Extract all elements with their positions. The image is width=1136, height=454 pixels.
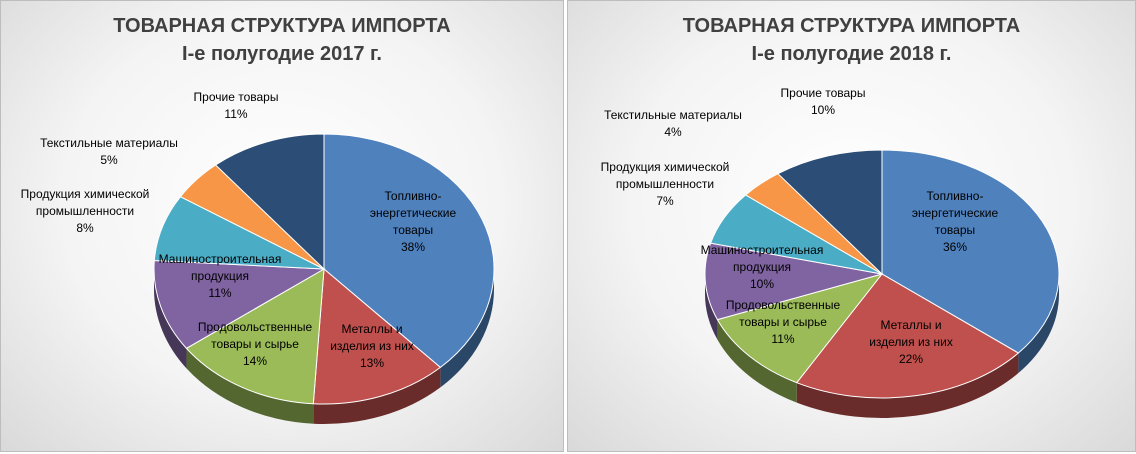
- pie-data-label-line: Машиностроительная: [159, 252, 282, 266]
- pie-data-label: Продукция химической промышленности 7%: [601, 160, 730, 208]
- pie-slice-side: [796, 353, 1019, 418]
- pie-data-label: Металлы и изделия из них 13%: [330, 322, 414, 370]
- pie-slice[interactable]: [777, 149, 883, 276]
- pie-data-label-line: 5%: [100, 153, 118, 167]
- pie-data-label-line: Текстильные материалы: [604, 108, 742, 122]
- pie-data-label-line: 7%: [656, 194, 674, 208]
- pie-data-label-line: 36%: [943, 240, 967, 254]
- pie-data-label-line: изделия из них: [330, 339, 414, 353]
- pie-data-label-line: Топливно-: [927, 189, 984, 203]
- chart-panel-2018: ТОВАРНАЯ СТРУКТУРА ИМПОРТА I-е полугодие…: [567, 0, 1136, 452]
- chart-title: ТОВАРНАЯ СТРУКТУРА ИМПОРТА: [113, 15, 451, 37]
- pie-data-label-line: 11%: [771, 332, 794, 346]
- pie-data-label: Прочие товары 10%: [781, 86, 866, 117]
- pie-slice[interactable]: [214, 133, 325, 271]
- pie-data-label-line: промышленности: [616, 177, 714, 191]
- pie-data-label-line: 14%: [243, 354, 267, 368]
- pie-data-label-line: 8%: [76, 221, 94, 235]
- pie-data-label-line: Машиностроительная: [701, 243, 824, 257]
- pie-slice[interactable]: [881, 149, 1060, 354]
- pie-slice[interactable]: [185, 268, 325, 405]
- pie-data-label-line: 38%: [401, 240, 425, 254]
- pie-data-label-line: 11%: [208, 286, 231, 300]
- pie-slice[interactable]: [153, 259, 326, 349]
- pie-data-label: Машиностроительная продукция 11%: [159, 252, 282, 300]
- pie-data-label-line: продукция: [733, 260, 791, 274]
- pie-data-labels: Топливно-энергетические товары 38% Металлы …: [21, 90, 457, 370]
- pie-data-label: Продовольственные товары и сырье 11%: [726, 298, 841, 346]
- pie-slice-side: [313, 367, 441, 424]
- pie-slice[interactable]: [312, 267, 442, 405]
- pie-data-label-line: Продовольственные: [726, 298, 841, 312]
- pie-data-label: Текстильные материалы 5%: [40, 136, 178, 167]
- pie-data-label: Топливно-энергетические товары 38%: [370, 189, 457, 254]
- pie-top: [153, 133, 495, 405]
- pie-data-label-line: энергетические: [370, 206, 457, 220]
- pie-slice-side: [186, 348, 314, 424]
- pie-data-label: Металлы и изделия из них 22%: [869, 318, 953, 366]
- pie-data-label-line: энергетические: [912, 206, 999, 220]
- pie-data-label-line: изделия из них: [869, 335, 953, 349]
- pie-data-label-line: товары: [935, 223, 975, 237]
- pie-slice-side: [717, 319, 797, 403]
- pie-data-label-line: Металлы и: [341, 322, 402, 336]
- pie-data-label: Продукция химической промышленности 8%: [21, 187, 150, 235]
- pie-data-label-line: Продукция химической: [21, 187, 150, 201]
- pie-top: [704, 149, 1060, 399]
- pie-slice[interactable]: [704, 242, 883, 321]
- pie-data-label-line: 22%: [899, 352, 923, 366]
- pie-data-labels: Топливно-энергетические товары 36% Металлы …: [601, 86, 999, 366]
- pie-slice[interactable]: [323, 133, 495, 369]
- pie-slice-side: [1018, 274, 1059, 374]
- pie-data-label-line: 13%: [360, 356, 384, 370]
- pie-data-label-line: Металлы и: [880, 318, 941, 332]
- pie-data-label-line: 10%: [750, 277, 774, 291]
- chart-panel-2017: ТОВАРНАЯ СТРУКТУРА ИМПОРТА I-е полугодие…: [0, 0, 564, 452]
- pie-data-label-line: товары: [393, 223, 433, 237]
- pie-data-label: Текстильные материалы 4%: [604, 108, 742, 139]
- pie-data-label-line: 4%: [664, 125, 682, 139]
- pie-data-label-line: 11%: [224, 107, 247, 121]
- chart-title: ТОВАРНАЯ СТРУКТУРА ИМПОРТА: [682, 15, 1021, 37]
- pie-data-label-line: Текстильные материалы: [40, 136, 178, 150]
- pie-data-label: Машиностроительная продукция 10%: [701, 243, 824, 291]
- pie-data-label: Продовольственные товары и сырье 14%: [198, 320, 313, 368]
- pie-chart-2018: Топливно-энергетические товары 36% Металлы …: [601, 86, 1060, 418]
- pie-data-label: Топливно-энергетические товары 36%: [912, 189, 999, 254]
- pie-data-label-line: товары и сырье: [739, 315, 827, 329]
- pie-chart-2017: Топливно-энергетические товары 38% Металлы …: [21, 90, 495, 424]
- pie-data-label-line: Продукция химической: [601, 160, 730, 174]
- chart-subtitle: I-е полугодие 2017 г.: [182, 43, 382, 65]
- pie-side-walls: [154, 269, 494, 424]
- pie-data-label-line: 10%: [811, 103, 835, 117]
- pie-slice-side: [440, 269, 494, 388]
- pie-data-label-line: продукция: [191, 269, 249, 283]
- pie-data-label-line: товары и сырье: [211, 337, 299, 351]
- pie-data-label-line: Продовольственные: [198, 320, 313, 334]
- pie-data-label-line: промышленности: [36, 204, 134, 218]
- pie-data-label-line: Прочие товары: [194, 90, 279, 104]
- pie-data-label-line: Топливно-: [385, 189, 442, 203]
- pie-slice[interactable]: [716, 273, 884, 384]
- pie-slice-side: [154, 269, 187, 369]
- chart-subtitle: I-е полугодие 2018 г.: [751, 43, 952, 65]
- pie-data-label-line: Прочие товары: [781, 86, 866, 100]
- pie-data-label: Прочие товары 11%: [194, 90, 279, 121]
- pie-slice[interactable]: [795, 273, 1020, 399]
